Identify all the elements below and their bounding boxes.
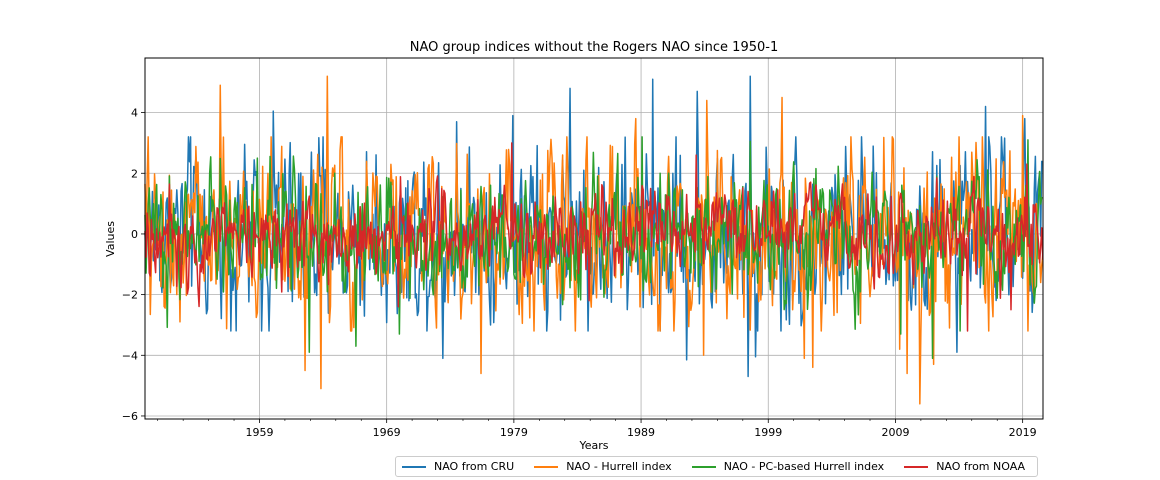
legend: NAO from CRU NAO - Hurrell index NAO - P… xyxy=(395,456,1038,477)
x-tick-label: 1999 xyxy=(754,426,782,439)
legend-item-hurrell: NAO - Hurrell index xyxy=(534,460,672,473)
y-tick-label: 2 xyxy=(131,167,138,180)
y-tick-label: 0 xyxy=(131,228,138,241)
legend-item-noaa: NAO from NOAA xyxy=(904,460,1025,473)
legend-swatch-cru xyxy=(402,465,426,468)
series-line-hurrell xyxy=(144,75,1044,405)
x-tick-label: 1969 xyxy=(373,426,401,439)
legend-label-noaa: NAO from NOAA xyxy=(936,460,1026,473)
x-axis-label: Years xyxy=(578,439,608,452)
y-tick-label: −4 xyxy=(122,349,138,362)
legend-swatch-pc-hurrell xyxy=(691,465,716,468)
legend-swatch-noaa xyxy=(904,465,929,468)
x-tick-label: 2019 xyxy=(1009,426,1037,439)
legend-label-pc-hurrell: NAO - PC-based Hurrell index xyxy=(723,460,885,473)
y-tick-label: −2 xyxy=(122,289,138,302)
series-line-noaa xyxy=(144,142,1044,332)
legend-swatch-hurrell xyxy=(534,465,559,468)
y-tick-label: −6 xyxy=(122,410,138,423)
series-lines xyxy=(144,75,1044,405)
legend-item-pc-hurrell: NAO - PC-based Hurrell index xyxy=(691,460,885,473)
x-tick-label: 1959 xyxy=(245,426,273,439)
axis-ticks: 1959 1969 1979 1989 1999 2009 2019 −6 −4 −2 0 2 4 xyxy=(122,107,1037,439)
plot-frame xyxy=(144,57,1044,420)
chart-title: NAO group indices without the Rogers NAO… xyxy=(410,40,778,55)
y-tick-label: 4 xyxy=(131,107,138,120)
x-tick-label: 2009 xyxy=(881,426,909,439)
legend-label-hurrell: NAO - Hurrell index xyxy=(566,460,672,473)
x-tick-label: 1979 xyxy=(500,426,528,439)
x-tick-label: 1989 xyxy=(627,426,655,439)
legend-label-cru: NAO from CRU xyxy=(434,460,515,473)
legend-item-cru: NAO from CRU xyxy=(402,460,514,473)
y-axis-label: Values xyxy=(104,221,117,257)
